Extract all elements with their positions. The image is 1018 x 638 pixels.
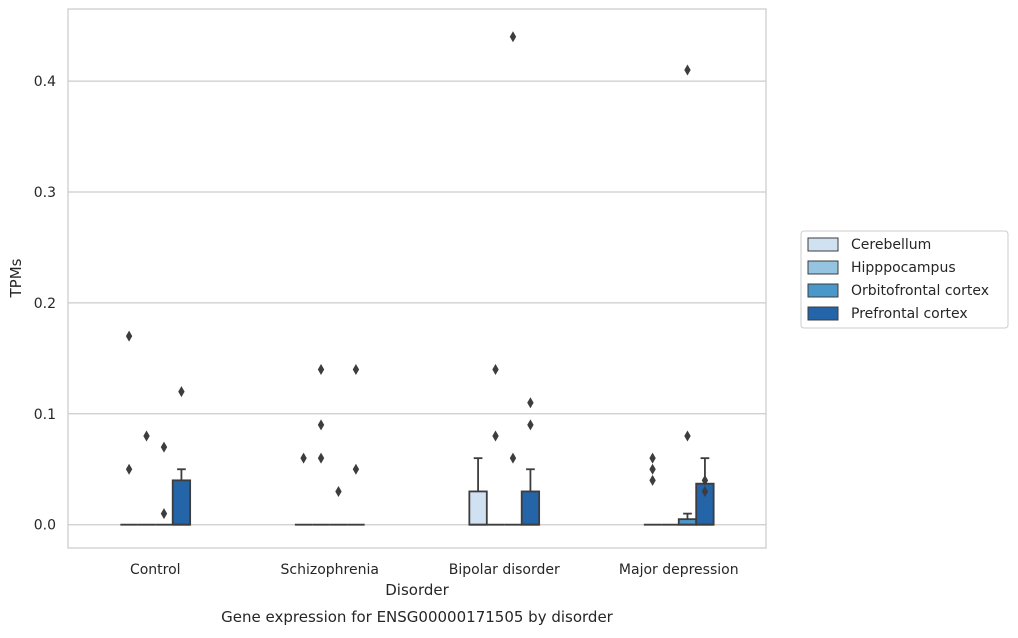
flier-point (352, 463, 360, 475)
y-tick-label: 0.4 (34, 74, 56, 90)
box-body (171, 479, 192, 526)
legend: Cerebellum Hipppocampus Orbitofrontal cort… (800, 230, 1009, 329)
flier-point (527, 397, 534, 409)
y-tick-label: 0.0 (34, 518, 56, 534)
flier-point (649, 474, 656, 486)
box-prefrontal-cortex (171, 468, 192, 526)
flier-point (178, 386, 185, 398)
flier-point (317, 419, 325, 431)
legend-swatch (807, 260, 839, 275)
y-axis-label: TPMs (7, 258, 25, 298)
y-ticks: 0.0 0.1 0.2 0.3 0.4 (34, 74, 56, 534)
y-tick-label: 0.2 (34, 296, 56, 312)
flier-point (649, 463, 656, 475)
flier-point (492, 363, 499, 375)
flier-point (352, 363, 360, 375)
flier-point (509, 452, 517, 464)
flier-point (317, 363, 325, 375)
box-body (520, 490, 541, 526)
flier-point (649, 452, 656, 464)
boxes (120, 457, 715, 526)
flier-point (125, 463, 133, 475)
legend-swatch (807, 237, 839, 252)
flier-point (143, 430, 150, 442)
legend-label: Orbitofrontal cortex (851, 283, 989, 299)
box-body (468, 490, 488, 526)
flier-point (300, 452, 307, 464)
x-tick-label: Bipolar disorder (449, 562, 560, 578)
chart-caption: Gene expression for ENSG00000171505 by d… (221, 608, 614, 626)
flier-point (701, 485, 709, 497)
flier-point (160, 441, 168, 453)
legend-frame (800, 230, 1009, 329)
flier-point (492, 430, 499, 442)
box-prefrontal-cortex (695, 457, 715, 526)
x-tick-label: Schizophrenia (281, 562, 379, 578)
legend-label: Cerebellum (851, 237, 931, 253)
y-tick-label: 0.3 (34, 185, 56, 201)
flier-point (160, 508, 168, 520)
x-tick-label: Major depression (619, 562, 739, 578)
flier-point (335, 485, 342, 497)
legend-label: Prefrontal cortex (851, 306, 968, 322)
y-tick-label: 0.1 (34, 407, 56, 423)
box-orbitofrontal-cortex (677, 512, 698, 526)
legend-swatch (807, 306, 839, 321)
flier-point (684, 430, 691, 442)
flier-point (684, 64, 691, 76)
flier-point (509, 31, 517, 43)
x-ticks: Control Schizophrenia Bipolar disorder Majo… (130, 562, 739, 578)
flier-point (527, 419, 534, 431)
flier-point (125, 330, 133, 342)
flier-point (317, 452, 325, 464)
x-tick-label: Control (130, 562, 181, 578)
legend-label: Hipppocampus (851, 260, 956, 276)
box-prefrontal-cortex (520, 468, 541, 526)
grid-lines (68, 80, 766, 526)
plot-area-frame (67, 8, 767, 549)
fliers (125, 31, 709, 520)
legend-swatch (807, 283, 839, 298)
box-cerebellum (468, 457, 488, 526)
x-axis-label: Disorder (385, 581, 449, 599)
flier-point (701, 474, 709, 486)
